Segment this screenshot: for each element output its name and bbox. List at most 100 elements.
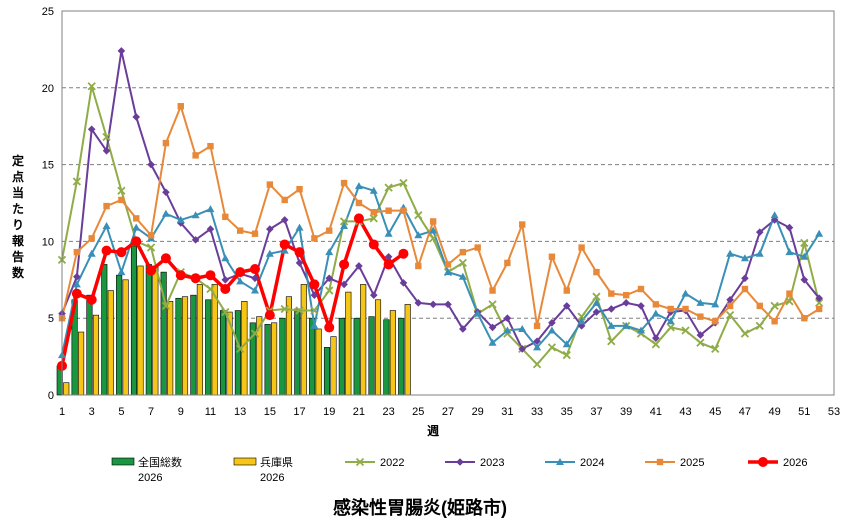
y-tick-labels: 0 5 10 15 20 25 [42,6,54,402]
point-2024-w22 [369,186,378,194]
x-tick-labels: 1 3 5 7 9 11 13 15 17 19 21 23 25 27 29 31 33 35 37 39 41 43 4… [59,406,840,418]
point-2025-w33 [533,322,541,330]
point-2023-w30 [488,323,497,332]
bar-兵庫県-w11 [211,284,218,396]
x-tick-7: 7 [148,406,154,418]
x-tick-29: 29 [472,406,484,418]
point-2025-w4 [103,202,110,210]
legend-label-year-全国総数: 2026 [138,472,162,484]
point-2025-w7 [147,232,155,239]
bar-全国総数-w22 [368,316,375,396]
point-2022-w37 [592,292,601,301]
point-2025-w38 [608,290,615,297]
point-2025-w25 [415,262,422,270]
point-2022-w35 [562,350,571,360]
legend-marker-2025 [656,458,664,466]
point-2022-w2 [72,177,81,186]
bar-兵庫県-w8 [167,301,174,396]
point-2024-w8 [161,209,170,217]
point-2023-w26 [429,300,437,309]
x-tick-21: 21 [353,406,365,418]
y-tick-15: 15 [42,160,54,172]
legend-marker-2026 [758,457,768,467]
point-2023-w9 [176,219,185,227]
x-tick-53: 53 [828,406,840,418]
point-2024-w49 [770,211,779,219]
point-2025-w12 [222,213,229,221]
bar-兵庫県-w5 [122,279,129,396]
point-2025-w17 [296,185,303,193]
point-2023-w12 [221,276,230,284]
point-2024-w21 [354,182,363,190]
point-2026-w10 [190,273,201,284]
point-2023-w48 [755,228,764,236]
bars [56,245,411,396]
point-2022-w7 [146,243,156,252]
bar-全国総数-w10 [190,294,197,396]
point-2024-w52 [815,229,824,237]
point-2023-w39 [622,299,630,307]
bar-兵庫県-w2 [78,331,85,396]
legend-swatch-全国総数 [111,457,135,466]
point-2022-w46 [725,310,735,320]
point-2026-w17 [294,247,305,258]
point-2025-w34 [548,253,556,260]
point-2024-w6 [132,223,141,231]
x-tick-23: 23 [382,406,394,418]
point-2025-w51 [801,315,808,322]
x-tick-49: 49 [768,406,780,418]
point-2024-w48 [755,249,764,257]
point-2025-w6 [133,215,140,222]
point-2026-w9 [175,270,186,281]
point-2023-w11 [206,225,215,233]
x-axis-label: 週 [427,423,439,438]
legend-label-2022: 2022 [380,457,404,469]
point-2025-w19 [326,227,333,234]
point-2022-w26 [429,234,438,243]
legend-label-兵庫県: 兵庫県 [260,455,293,469]
bar-全国総数-w15 [264,324,271,396]
chart-title: 感染性胃腸炎(姫路市) [333,497,507,518]
y-tick-10: 10 [42,236,54,248]
x-tick-3: 3 [89,406,95,418]
point-2025-w40 [637,285,645,293]
point-2023-w24 [399,279,408,287]
point-2026-w3 [86,294,97,305]
point-2023-w28 [459,325,467,333]
point-2023-w5 [117,47,126,55]
point-2025-w42 [667,305,674,313]
point-2024-w10 [191,211,200,219]
point-2023-w34 [548,319,556,327]
bar-兵庫県-w13 [241,301,248,396]
y-tick-25: 25 [42,6,54,18]
point-2024-w42 [666,317,675,325]
x-tick-51: 51 [798,406,810,418]
point-2024-w27 [444,268,452,276]
bar-兵庫県-w23 [389,310,396,396]
series-markers [57,47,824,371]
bar-全国総数-w23 [383,319,390,396]
point-2025-w9 [177,103,184,110]
point-2026-w16 [279,239,290,250]
point-2023-w4 [102,146,111,155]
legend-marker-2022 [355,457,365,467]
point-2026-w5 [116,247,127,258]
point-2025-w48 [756,302,763,310]
x-tick-11: 11 [205,406,216,418]
point-2025-w49 [771,318,778,325]
point-2022-w24 [399,178,408,188]
bar-兵庫県-w18 [315,328,322,396]
point-2023-w14 [251,274,259,283]
point-2026-w11 [205,270,216,281]
point-2024-w14 [251,286,259,294]
point-2024-w38 [607,321,616,329]
point-2023-w47 [741,274,749,283]
point-2025-w29 [474,244,481,251]
point-2025-w11 [207,142,214,150]
point-2024-w17 [295,223,304,231]
point-2024-w26 [429,226,438,234]
point-2022-w17 [295,306,304,315]
x-tick-31: 31 [501,406,513,418]
